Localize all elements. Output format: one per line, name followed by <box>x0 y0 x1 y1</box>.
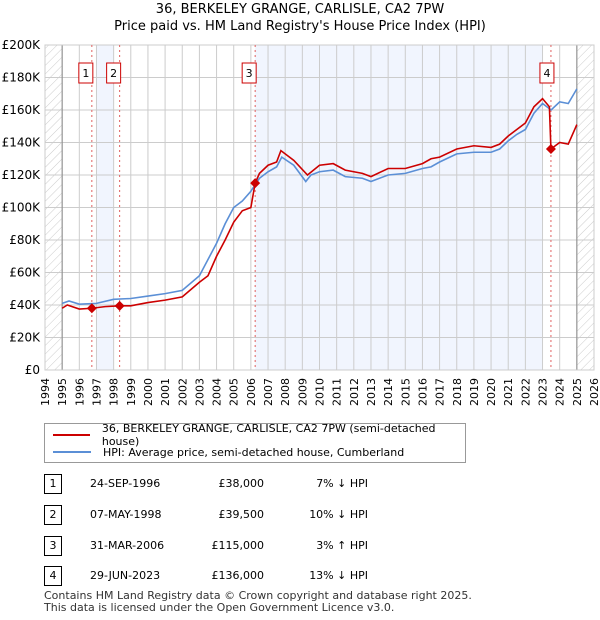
x-tick-label: 2019 <box>468 378 481 406</box>
row-price: £136,000 <box>211 569 265 582</box>
x-tick-label: 2005 <box>228 378 241 406</box>
transaction-badge-label: 3 <box>246 67 253 80</box>
transaction-row: 4 29-JUN-2023 £136,000 13% ↓ HPI <box>44 566 444 586</box>
x-tick-label: 2009 <box>296 378 309 406</box>
row-date: 29-JUN-2023 <box>90 569 161 582</box>
x-tick-label: 2018 <box>451 378 464 406</box>
x-tick-label: 2007 <box>262 378 275 406</box>
y-tick-label: £40K <box>9 298 41 312</box>
y-tick-label: £160K <box>2 103 42 117</box>
hpi-line <box>61 88 578 305</box>
transaction-badge-label: 1 <box>82 67 89 80</box>
y-tick-label: £100K <box>2 201 42 215</box>
transaction-badge-label: 4 <box>543 67 550 80</box>
x-tick-label: 2008 <box>279 378 292 406</box>
y-tick-label: £180K <box>2 71 42 85</box>
x-tick-label: 2021 <box>502 378 515 406</box>
x-tick-label: 2014 <box>382 378 395 406</box>
transaction-point <box>250 178 261 189</box>
footer-licence: This data is licensed under the Open Gov… <box>44 601 395 614</box>
chart-title: 36, BERKELEY GRANGE, CARLISLE, CA2 7PW <box>155 2 445 17</box>
legend-label-hpi: HPI: Average price, semi-detached house,… <box>103 445 405 459</box>
row-badge: 4 <box>44 566 62 586</box>
x-tick-label: 1997 <box>90 378 103 406</box>
x-tick-label: 1994 <box>39 378 52 406</box>
row-date: 07-MAY-1998 <box>90 508 162 521</box>
row-hpi: 13% ↓ HPI <box>309 569 368 582</box>
y-tick-label: £80K <box>9 233 41 247</box>
y-tick-label: £120K <box>2 168 42 182</box>
legend-swatch-hpi <box>53 451 91 453</box>
x-tick-label: 2001 <box>159 378 172 406</box>
x-tick-label: 2015 <box>399 378 412 406</box>
row-badge: 3 <box>44 536 62 556</box>
legend: 36, BERKELEY GRANGE, CARLISLE, CA2 7PW (… <box>44 422 466 463</box>
row-date: 31-MAR-2006 <box>90 539 165 552</box>
footer-copyright: Contains HM Land Registry data © Crown c… <box>44 589 472 602</box>
x-tick-label: 2020 <box>485 378 498 406</box>
x-tick-label: 1999 <box>125 378 138 406</box>
x-tick-label: 2012 <box>348 378 361 406</box>
row-date: 24-SEP-1996 <box>90 477 161 490</box>
x-tick-label: 2024 <box>554 378 567 406</box>
y-tick-label: £140K <box>2 136 42 150</box>
transaction-badge <box>78 62 94 84</box>
row-hpi: 3% ↑ HPI <box>316 539 368 552</box>
x-tick-label: 2013 <box>365 378 378 406</box>
legend-label-price: 36, BERKELEY GRANGE, CARLISLE, CA2 7PW (… <box>101 422 436 448</box>
row-price: £39,500 <box>218 508 265 521</box>
row-price: £38,000 <box>218 477 265 490</box>
legend-swatch-price <box>53 434 90 436</box>
y-tick-label: £0 <box>25 363 40 377</box>
row-hpi: 7% ↓ HPI <box>316 477 368 490</box>
y-tick-label: £60K <box>9 266 41 280</box>
row-price: £115,000 <box>211 539 265 552</box>
price-chart: 1994 1995 1996 1997 1998 1999 2000 2001 2002 2003… <box>2 38 600 406</box>
row-hpi: 10% ↓ HPI <box>309 508 368 521</box>
x-tick-label: 1995 <box>56 378 69 406</box>
transaction-point <box>545 144 556 154</box>
transaction-badge <box>539 62 555 84</box>
x-tick-label: 2023 <box>537 378 550 406</box>
transaction-point <box>114 300 125 311</box>
chart-subtitle: Price paid vs. HM Land Registry's House … <box>114 19 486 34</box>
x-tick-label: 2022 <box>519 378 532 406</box>
price-paid-line <box>61 97 578 310</box>
x-tick-label: 1998 <box>108 378 121 406</box>
x-tick-label: 2016 <box>416 378 429 406</box>
transaction-point <box>86 303 97 314</box>
x-tick-label: 1996 <box>73 378 86 406</box>
x-tick-label: 2004 <box>211 378 224 406</box>
transaction-row: 1 24-SEP-1996 £38,000 7% ↓ HPI <box>44 474 444 494</box>
x-tick-label: 2006 <box>245 378 258 406</box>
transaction-row: 2 07-MAY-1998 £39,500 10% ↓ HPI <box>44 505 444 525</box>
transaction-badge <box>106 62 122 84</box>
x-tick-label: 2011 <box>331 378 344 406</box>
x-tick-label: 2002 <box>176 378 189 406</box>
row-badge: 2 <box>44 505 62 525</box>
x-tick-label: 2010 <box>314 378 327 406</box>
x-tick-label: 2000 <box>142 378 155 406</box>
y-tick-label: £200K <box>2 38 42 52</box>
plot-border <box>44 44 595 371</box>
transaction-badge <box>241 62 257 84</box>
transaction-row: 3 31-MAR-2006 £115,000 3% ↑ HPI <box>44 536 444 556</box>
x-tick-label: 2003 <box>193 378 206 406</box>
x-tick-label: 2017 <box>434 378 447 406</box>
row-badge: 1 <box>44 474 62 494</box>
y-tick-label: £20K <box>9 331 41 345</box>
x-tick-label: 2025 <box>571 378 584 406</box>
x-tick-label: 2026 <box>588 378 600 406</box>
transaction-badge-label: 2 <box>110 67 117 80</box>
